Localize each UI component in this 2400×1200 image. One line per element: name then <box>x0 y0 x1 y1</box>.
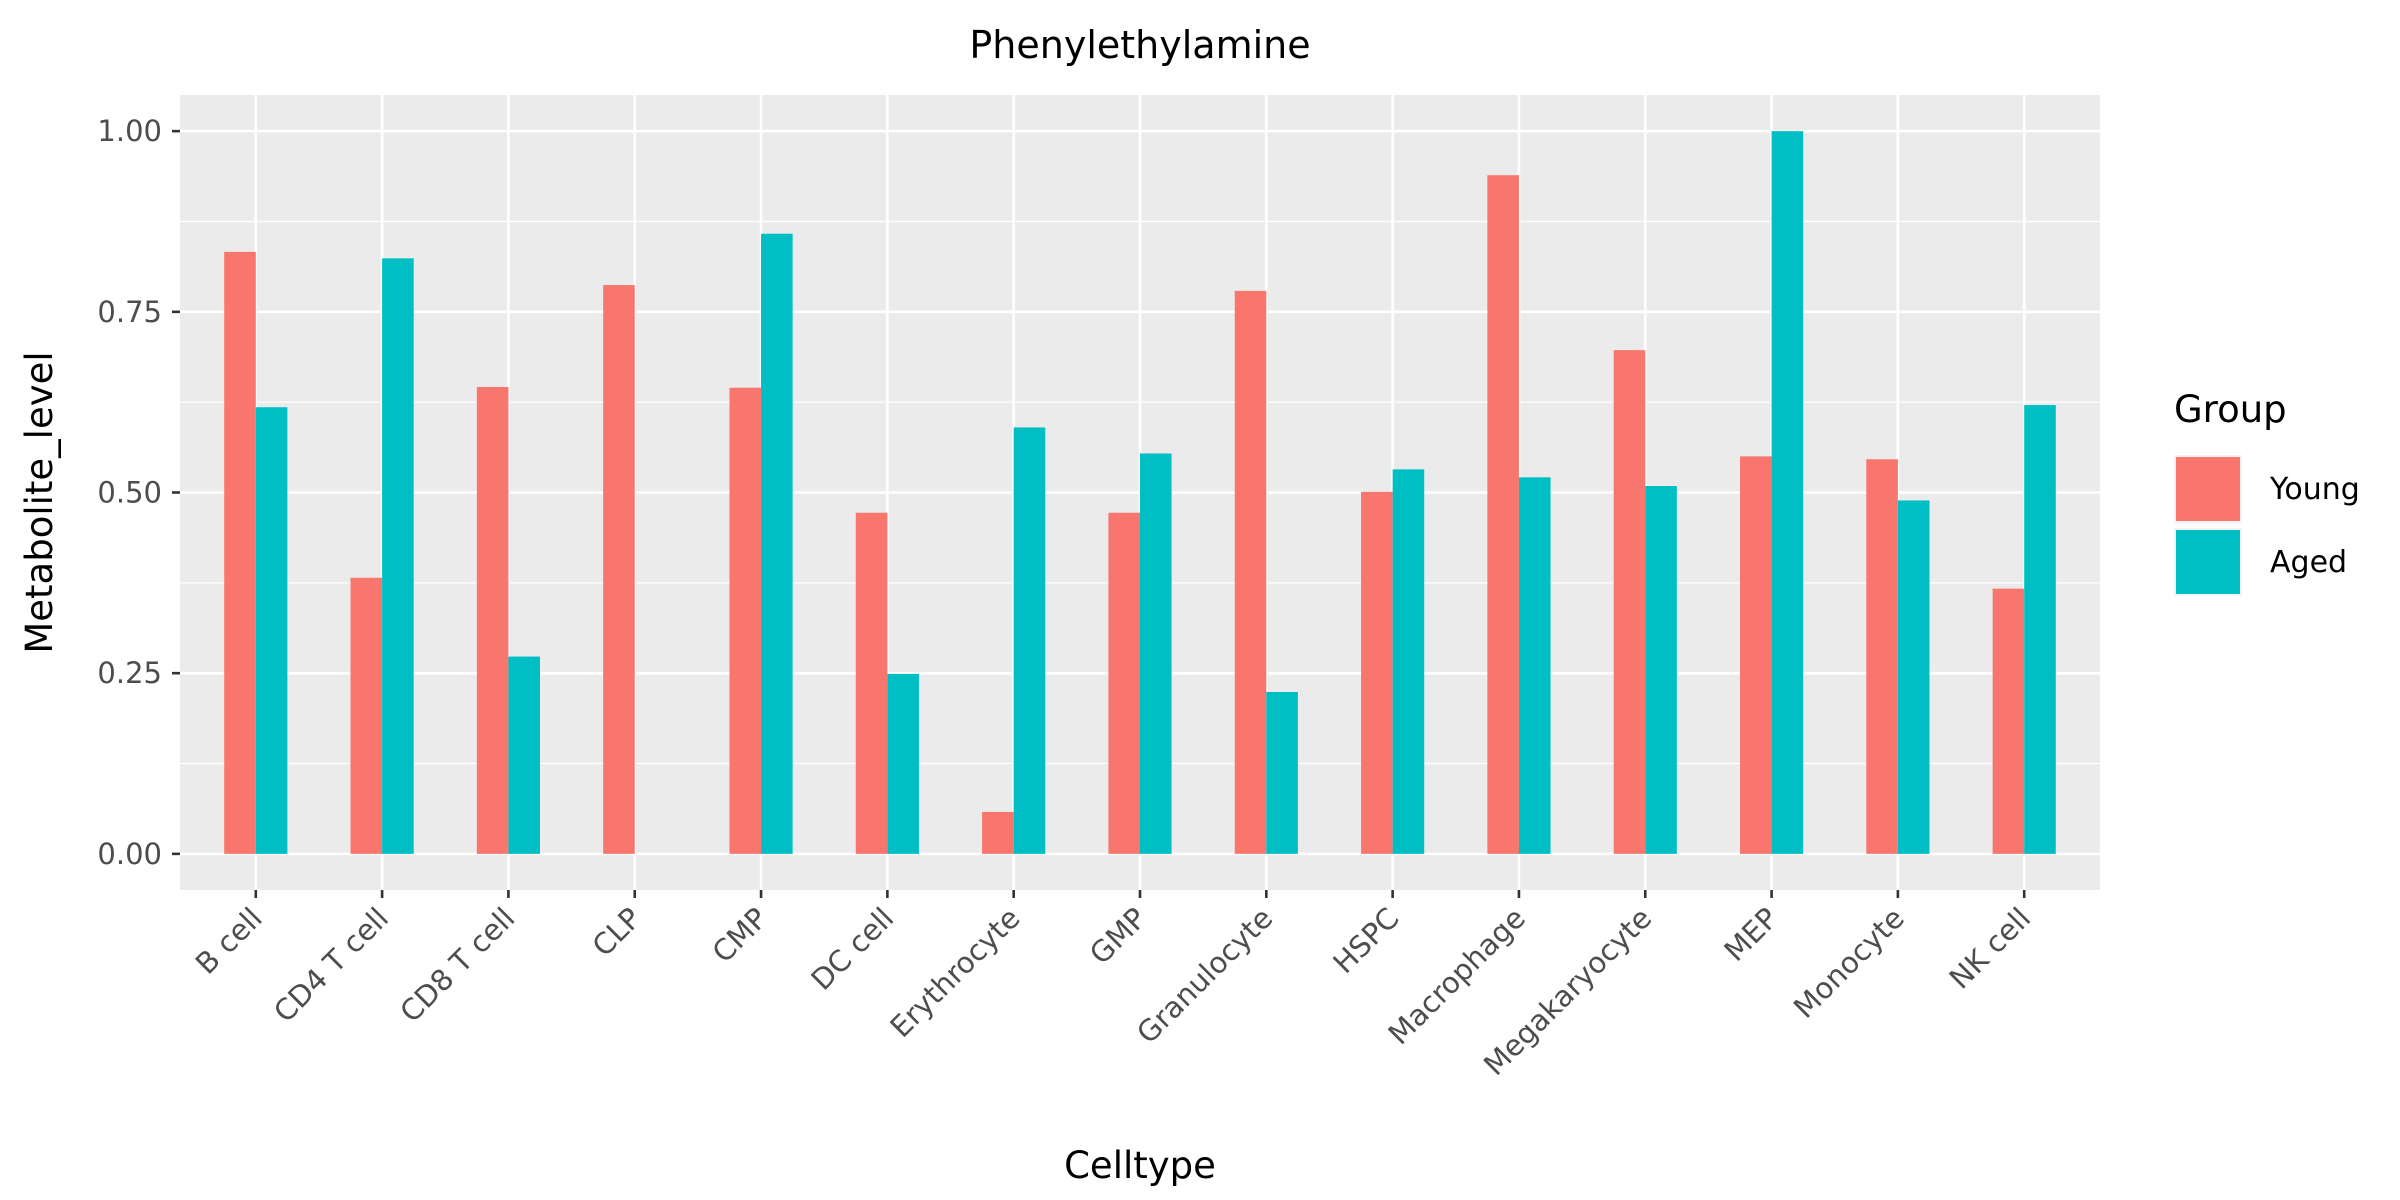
bar-aged <box>1897 500 1930 854</box>
x-tick-label: CMP <box>706 901 774 969</box>
bar-young <box>603 285 635 854</box>
y-tick-label: 0.25 <box>97 656 162 690</box>
x-tick-label: CD8 T cell <box>393 901 521 1029</box>
y-tick-label: 0.75 <box>97 295 162 329</box>
bar-young <box>1361 491 1393 854</box>
bar-aged <box>382 258 414 854</box>
y-tick-label: 1.00 <box>97 114 162 148</box>
x-tick-label: Granulocyte <box>1130 901 1279 1050</box>
chart-title: Phenylethylamine <box>969 23 1310 67</box>
x-tick-label: GMP <box>1083 901 1153 971</box>
bar-young <box>1992 588 2025 854</box>
bar-young <box>476 386 509 854</box>
y-axis-title: Metabolite_level <box>18 351 61 653</box>
bar-young <box>855 512 888 854</box>
bar-aged <box>1140 453 1172 854</box>
bar-aged <box>1645 485 1677 854</box>
bar-young <box>350 577 383 854</box>
bar-young <box>1108 512 1140 854</box>
bar-aged <box>761 233 793 854</box>
bar-young <box>1740 456 1772 854</box>
legend-title: Group <box>2174 388 2287 431</box>
legend-swatch-young <box>2176 457 2240 521</box>
bar-young <box>224 251 256 854</box>
x-tick-label: Monocyte <box>1787 901 1911 1025</box>
bar-aged <box>1013 427 1046 854</box>
x-tick-label: CD4 T cell <box>267 901 395 1029</box>
x-tick-label: MEP <box>1717 901 1784 968</box>
bar-aged <box>2024 405 2056 854</box>
bar-aged <box>1392 469 1425 854</box>
y-tick-label: 0.00 <box>97 837 162 871</box>
x-tick-label: DC cell <box>804 901 900 997</box>
bar-young <box>729 387 762 854</box>
bar-young <box>1613 350 1646 854</box>
legend: Young Aged <box>2174 455 2360 596</box>
x-tick-label: HSPC <box>1326 901 1405 980</box>
legend-label-young: Young <box>2269 472 2360 507</box>
bar-aged <box>508 656 540 854</box>
bar-young <box>982 811 1014 854</box>
x-tick-label: CLP <box>586 901 648 963</box>
legend-swatch-aged <box>2176 530 2240 594</box>
bar-young <box>1487 175 1519 854</box>
x-tick-label: B cell <box>189 901 269 981</box>
x-axis-title: Celltype <box>1064 1144 1216 1187</box>
bar-aged <box>1266 691 1298 854</box>
legend-label-aged: Aged <box>2270 545 2347 580</box>
bar-young <box>1866 459 1898 854</box>
bar-aged <box>1518 477 1551 854</box>
y-tick-label: 0.50 <box>97 476 162 510</box>
x-tick-label: NK cell <box>1943 901 2038 996</box>
bars-layer <box>224 131 2056 854</box>
bar-young <box>1234 290 1267 854</box>
bar-aged <box>1771 131 1804 854</box>
x-tick-label: Erythrocyte <box>883 901 1026 1044</box>
bar-aged <box>887 673 919 854</box>
bar-aged <box>255 407 288 854</box>
